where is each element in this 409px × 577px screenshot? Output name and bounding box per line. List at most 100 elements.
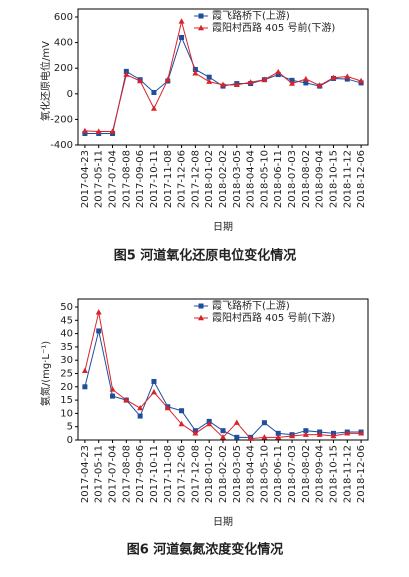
data-point bbox=[330, 74, 337, 80]
legend-marker bbox=[198, 303, 204, 309]
data-point bbox=[179, 34, 185, 40]
x-tick-label: 2018-11-12 bbox=[342, 445, 353, 503]
y-tick-label: 25 bbox=[60, 369, 73, 380]
data-point bbox=[95, 128, 102, 134]
x-tick-label: 2018-09-04 bbox=[315, 445, 326, 503]
caption: 图6 河道氨氮浓度变化情况 bbox=[127, 542, 284, 558]
x-tick-label: 2018-09-04 bbox=[315, 150, 326, 208]
x-tick-label: 2017-08-08 bbox=[121, 445, 132, 503]
legend-label: 霞阳村西路 405 号前(下游) bbox=[212, 21, 335, 34]
data-point bbox=[192, 430, 199, 436]
x-tick-label: 2018-02-02 bbox=[218, 150, 229, 208]
x-tick-label: 2017-11-08 bbox=[163, 150, 174, 208]
y-tick-label: 600 bbox=[54, 12, 73, 23]
data-point bbox=[220, 428, 226, 434]
data-point bbox=[289, 80, 296, 86]
y-tick-label: 35 bbox=[60, 342, 73, 353]
series-line bbox=[84, 330, 362, 438]
data-point bbox=[206, 420, 213, 427]
x-tick-label: 2018-08-02 bbox=[301, 150, 312, 208]
data-point bbox=[358, 430, 365, 436]
data-point bbox=[344, 73, 351, 79]
data-point bbox=[316, 431, 323, 437]
x-tick-label: 2018-03-05 bbox=[232, 445, 243, 503]
data-point bbox=[220, 81, 226, 88]
x-tick-label: 2017-05-11 bbox=[94, 445, 105, 503]
data-point bbox=[192, 66, 198, 72]
data-point bbox=[178, 18, 185, 24]
data-point bbox=[137, 77, 144, 84]
x-tick-label: 2018-08-02 bbox=[301, 445, 312, 503]
x-tick-label: 2018-03-05 bbox=[232, 150, 243, 208]
x-tick-label: 2017-09-06 bbox=[135, 445, 146, 503]
data-point bbox=[179, 408, 185, 414]
x-tick-label: 2017-12-08 bbox=[190, 150, 201, 208]
data-point bbox=[233, 81, 240, 88]
x-tick-label: 2018-06-11 bbox=[273, 150, 284, 208]
data-point bbox=[247, 79, 254, 85]
x-tick-label: 2017-04-23 bbox=[80, 150, 91, 208]
data-point bbox=[344, 76, 350, 82]
data-point bbox=[96, 328, 102, 334]
data-point bbox=[123, 396, 130, 403]
x-tick-label: 2018-07-03 bbox=[287, 445, 298, 503]
y-tick-label: -200 bbox=[50, 114, 73, 125]
data-point bbox=[150, 105, 157, 111]
data-point bbox=[302, 431, 309, 437]
data-point bbox=[302, 75, 309, 82]
legend-label: 霞飞路桥下(上游) bbox=[212, 9, 290, 22]
data-point bbox=[123, 71, 130, 77]
y-tick-label: -400 bbox=[50, 140, 73, 151]
legend-marker bbox=[198, 24, 204, 31]
y-tick-label: 200 bbox=[54, 63, 73, 74]
data-point bbox=[275, 434, 282, 440]
x-axis-label: 日期 bbox=[213, 221, 233, 233]
data-point bbox=[81, 367, 88, 374]
x-tick-label: 2017-07-04 bbox=[108, 150, 119, 208]
data-point bbox=[81, 127, 88, 134]
y-tick-label: 15 bbox=[60, 395, 73, 406]
y-axis-label: 氧化还原电位/mV bbox=[39, 41, 52, 121]
legend-label: 霞飞路桥下(上游) bbox=[212, 299, 290, 312]
data-point bbox=[261, 76, 268, 82]
data-point bbox=[330, 432, 337, 439]
legend-marker bbox=[198, 13, 204, 19]
data-point bbox=[247, 435, 254, 441]
caption: 图5 河道氧化还原电位变化情况 bbox=[114, 248, 297, 264]
y-tick-label: 5 bbox=[67, 422, 73, 433]
x-tick-label: 2017-05-11 bbox=[94, 150, 105, 208]
data-point bbox=[206, 78, 213, 84]
data-point bbox=[261, 420, 267, 426]
data-point bbox=[275, 430, 281, 436]
x-tick-label: 2017-10-11 bbox=[149, 445, 160, 503]
x-tick-label: 2017-12-08 bbox=[190, 445, 201, 503]
y-tick-label: 0 bbox=[67, 435, 73, 446]
x-tick-label: 2018-12-06 bbox=[356, 150, 367, 208]
data-point bbox=[164, 76, 171, 82]
data-point bbox=[261, 434, 268, 440]
x-tick-label: 2018-07-03 bbox=[287, 150, 298, 208]
data-point bbox=[275, 68, 282, 75]
data-point bbox=[95, 309, 102, 315]
data-point bbox=[275, 72, 281, 78]
x-tick-label: 2018-04-04 bbox=[246, 150, 257, 208]
x-tick-label: 2018-02-02 bbox=[218, 445, 229, 503]
x-tick-label: 2017-12-06 bbox=[177, 150, 188, 208]
data-point bbox=[151, 90, 157, 96]
data-point bbox=[123, 68, 129, 74]
data-point bbox=[151, 378, 157, 384]
data-point bbox=[303, 428, 309, 434]
x-tick-label: 2017-07-04 bbox=[108, 445, 119, 503]
data-point bbox=[137, 404, 144, 411]
x-axis-label: 日期 bbox=[213, 516, 233, 528]
x-tick-label: 2018-12-06 bbox=[356, 445, 367, 503]
y-tick-label: 30 bbox=[60, 355, 73, 366]
data-point bbox=[109, 128, 116, 134]
x-tick-label: 2018-05-10 bbox=[259, 445, 270, 503]
y-axis-label: 氨氮/(mg·L⁻¹) bbox=[39, 341, 52, 406]
x-tick-label: 2018-06-11 bbox=[273, 445, 284, 503]
series-line bbox=[84, 312, 362, 440]
x-tick-label: 2018-04-04 bbox=[246, 445, 257, 503]
x-tick-label: 2017-09-06 bbox=[135, 150, 146, 208]
